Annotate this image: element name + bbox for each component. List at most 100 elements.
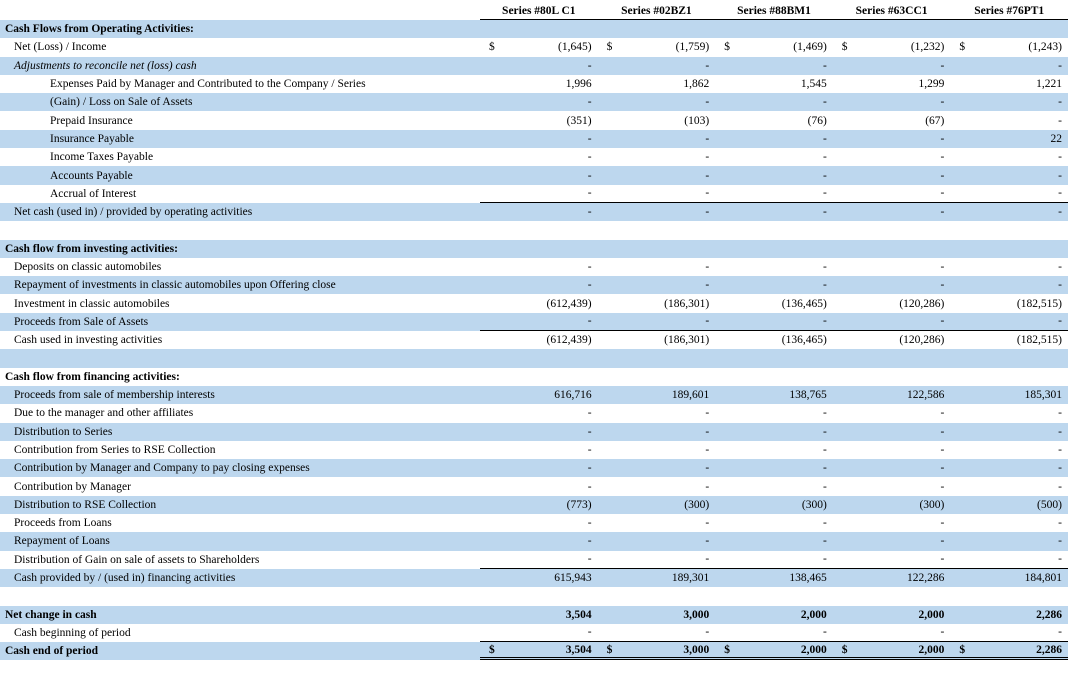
cell-value: - xyxy=(738,535,833,547)
row-label: Income Taxes Payable xyxy=(0,151,480,163)
row-label: Insurance Payable xyxy=(0,133,480,145)
row-values: ----- xyxy=(480,514,1068,532)
cell-value: 2,000 xyxy=(738,609,833,621)
row-values: 3,5043,0002,0002,0002,286 xyxy=(480,606,1068,624)
value-group: - xyxy=(715,404,833,422)
value-group: - xyxy=(715,441,833,459)
value-group: 3,504 xyxy=(480,606,598,624)
value-group: $(1,469) xyxy=(715,38,833,56)
row-label: Net (Loss) / Income xyxy=(0,41,480,53)
value-group: $(1,243) xyxy=(950,38,1068,56)
row-label: Net change in cash xyxy=(0,609,480,621)
cell-value: - xyxy=(503,170,598,182)
value-group: 22 xyxy=(950,130,1068,148)
cell-value: - xyxy=(621,535,716,547)
table-row xyxy=(0,349,1068,367)
value-group xyxy=(950,221,1068,239)
value-group: - xyxy=(950,313,1068,330)
value-group xyxy=(715,587,833,605)
value-group: (612,439) xyxy=(480,331,598,349)
cell-value: - xyxy=(621,553,716,565)
cell-value: - xyxy=(973,535,1068,547)
cell-value: - xyxy=(973,187,1068,199)
cell-value: - xyxy=(621,133,716,145)
cell-value: (351) xyxy=(503,115,598,127)
cell-value: (612,439) xyxy=(503,298,598,310)
value-group: - xyxy=(480,532,598,550)
table-row: Cash used in investing activities (612,4… xyxy=(0,331,1068,349)
cell-value: - xyxy=(738,481,833,493)
table-row: Accrual of Interest ----- xyxy=(0,185,1068,203)
value-group: - xyxy=(950,57,1068,75)
value-group: - xyxy=(715,514,833,532)
row-values: ----- xyxy=(480,532,1068,550)
value-group: (182,515) xyxy=(950,294,1068,312)
cell-value: - xyxy=(973,206,1068,218)
value-group: 189,301 xyxy=(598,569,716,587)
table-row: Repayment of Loans ----- xyxy=(0,532,1068,550)
cell-value: (103) xyxy=(621,115,716,127)
cell-value: - xyxy=(621,626,716,638)
cell-value: - xyxy=(856,407,951,419)
cell-value: - xyxy=(621,187,716,199)
value-group: - xyxy=(833,185,951,202)
cell-value: - xyxy=(503,96,598,108)
cell-value: 138,465 xyxy=(738,572,833,584)
value-group: - xyxy=(598,313,716,330)
row-values xyxy=(480,221,1068,239)
cell-value: - xyxy=(621,426,716,438)
value-group xyxy=(480,349,598,367)
value-group: - xyxy=(480,313,598,330)
value-group: - xyxy=(715,551,833,568)
table-row: Cash provided by / (used in) financing a… xyxy=(0,569,1068,587)
value-group: - xyxy=(715,459,833,477)
row-values: ----- xyxy=(480,166,1068,184)
currency-symbol: $ xyxy=(480,41,503,53)
value-group: - xyxy=(833,514,951,532)
table-row: Deposits on classic automobiles ----- xyxy=(0,258,1068,276)
value-group: - xyxy=(833,258,951,276)
row-label: Contribution by Manager xyxy=(0,481,480,493)
table-row: Contribution from Series to RSE Collecti… xyxy=(0,441,1068,459)
value-group: - xyxy=(598,624,716,641)
cell-value: - xyxy=(621,444,716,456)
value-group xyxy=(480,587,598,605)
value-group: - xyxy=(598,93,716,111)
value-group: (103) xyxy=(598,111,716,129)
cell-value: - xyxy=(856,553,951,565)
cell-value: 138,765 xyxy=(738,389,833,401)
column-header: Series #63CC1 xyxy=(833,5,951,19)
table-row: Income Taxes Payable ----- xyxy=(0,148,1068,166)
row-label: Cash flow from investing activities: xyxy=(0,243,480,255)
value-group: - xyxy=(715,276,833,294)
value-group: - xyxy=(480,93,598,111)
cell-value: (500) xyxy=(973,499,1068,511)
value-group xyxy=(598,240,716,258)
cell-value: (612,439) xyxy=(503,334,598,346)
value-group: 2,000 xyxy=(715,606,833,624)
row-label: Accounts Payable xyxy=(0,170,480,182)
value-group xyxy=(833,368,951,386)
value-group: 138,765 xyxy=(715,386,833,404)
value-group: - xyxy=(833,148,951,166)
cell-value: - xyxy=(503,133,598,145)
cell-value: - xyxy=(621,96,716,108)
cell-value: - xyxy=(621,407,716,419)
table-row: Distribution of Gain on sale of assets t… xyxy=(0,551,1068,569)
cell-value: - xyxy=(738,279,833,291)
value-group xyxy=(480,240,598,258)
cell-value: - xyxy=(856,206,951,218)
row-values: (351)(103)(76)(67)- xyxy=(480,111,1068,129)
row-values xyxy=(480,20,1068,38)
value-group: - xyxy=(833,551,951,568)
value-group: - xyxy=(950,514,1068,532)
row-label: Cash beginning of period xyxy=(0,627,480,639)
cell-value: - xyxy=(973,517,1068,529)
row-values xyxy=(480,349,1068,367)
cell-value: - xyxy=(973,462,1068,474)
cell-value: - xyxy=(503,315,598,327)
cell-value: - xyxy=(973,315,1068,327)
row-label: Cash used in investing activities xyxy=(0,334,480,346)
row-values: ----- xyxy=(480,624,1068,642)
row-values: ----- xyxy=(480,57,1068,75)
